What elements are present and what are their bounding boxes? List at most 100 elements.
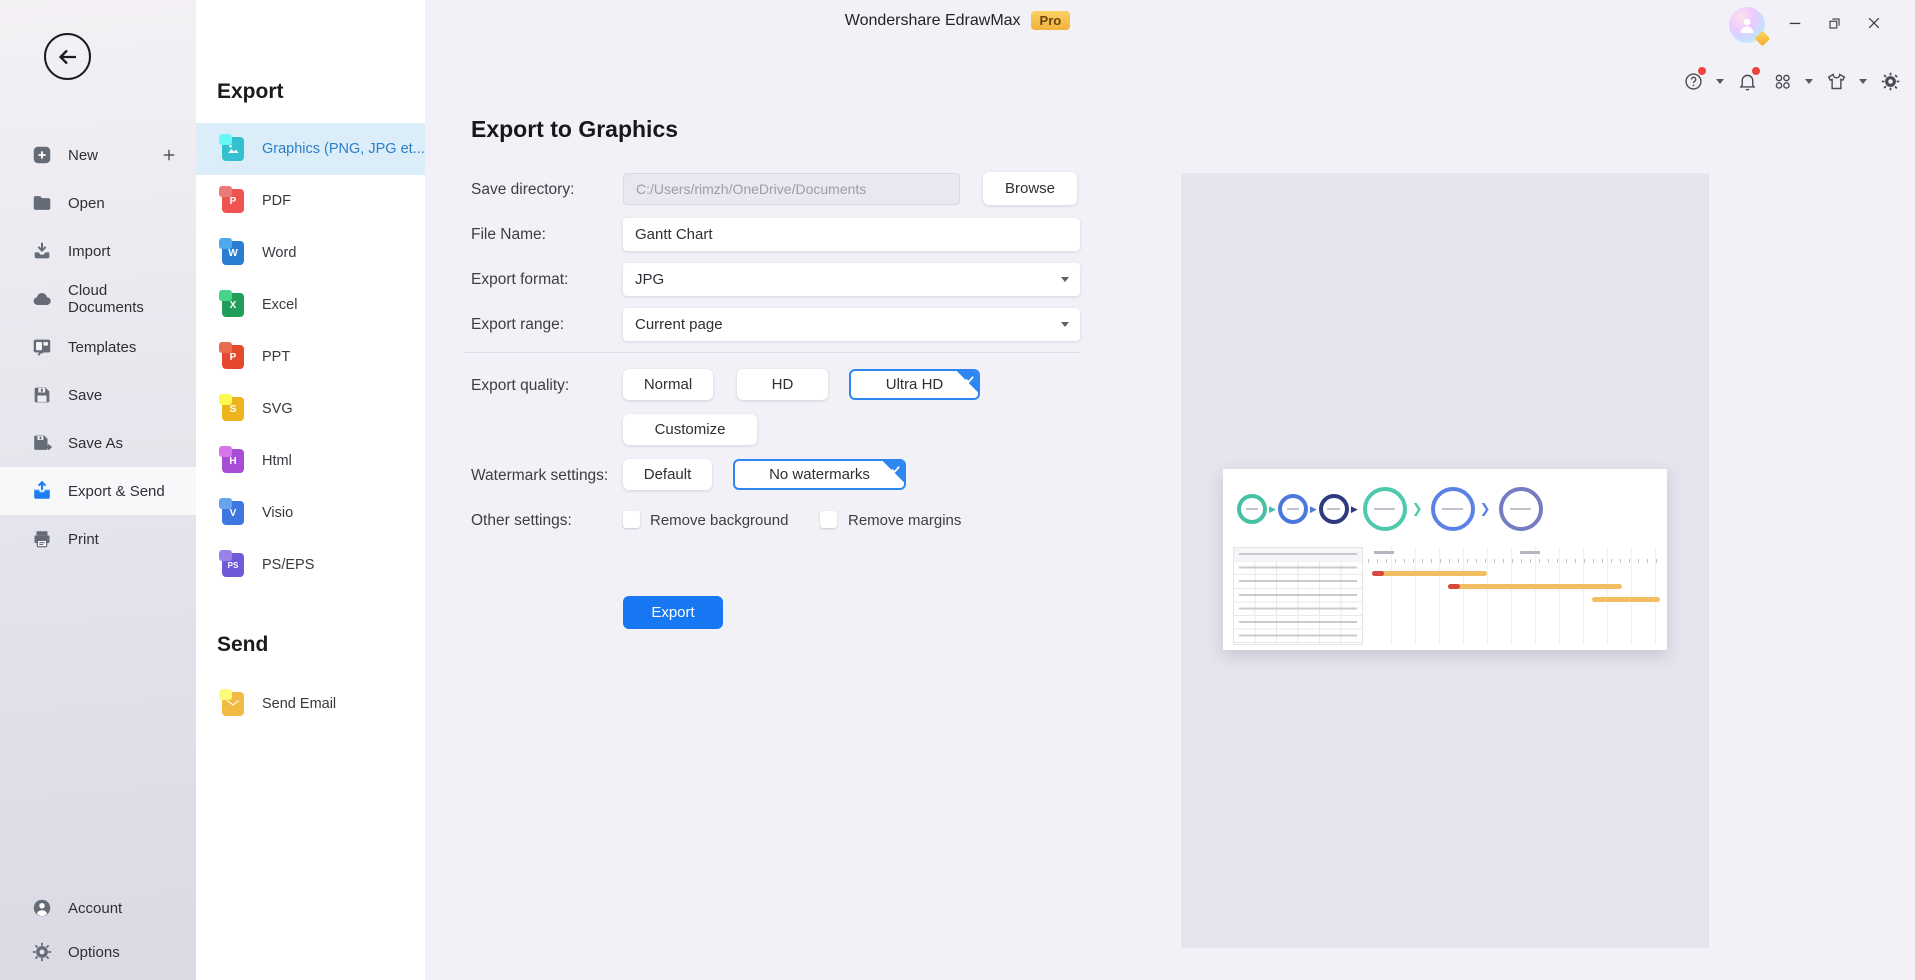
envelope-icon: [226, 699, 240, 709]
quality-normal-button[interactable]: Normal: [623, 369, 713, 400]
export-format-value: JPG: [635, 271, 665, 288]
save-directory-label: Save directory:: [471, 181, 575, 198]
gantt-bar-marker: [1448, 584, 1460, 589]
format-item-graphics[interactable]: Graphics (PNG, JPG et...: [196, 123, 425, 175]
sidebar-item-options[interactable]: Options: [0, 930, 196, 974]
theme-caret-icon[interactable]: [1859, 78, 1867, 84]
sidebar-item-account[interactable]: Account: [0, 886, 196, 930]
pro-badge: Pro: [1030, 11, 1071, 30]
gantt-bar-marker: [1372, 571, 1384, 576]
import-icon: [34, 242, 50, 259]
restore-icon: [1828, 17, 1840, 29]
settings-button[interactable]: [1877, 68, 1903, 94]
user-avatar[interactable]: [1729, 7, 1771, 47]
apps-button[interactable]: [1769, 68, 1795, 94]
format-item-word[interactable]: W Word: [196, 227, 425, 279]
help-icon: [1684, 72, 1702, 90]
sidebar-item-label: Export & Send: [68, 482, 165, 500]
sidebar-item-label: Save As: [68, 434, 124, 452]
gantt-table-text-rows: [1239, 553, 1357, 641]
sidebar-item-import[interactable]: Import: [0, 227, 196, 275]
format-item-label: Word: [262, 245, 297, 261]
help-notification-dot: [1698, 67, 1706, 75]
printer-icon: [34, 531, 50, 548]
export-quality-label: Export quality:: [471, 377, 570, 394]
gear-icon: [1881, 72, 1899, 90]
notifications-button[interactable]: [1734, 67, 1760, 94]
back-button[interactable]: [44, 33, 91, 80]
email-envelope-icon: [222, 692, 244, 716]
export-format-label: Export format:: [471, 271, 569, 288]
help-caret-icon[interactable]: [1716, 78, 1724, 84]
window-title: Wondershare EdrawMax: [844, 11, 1021, 29]
file-icon-letter: X: [229, 299, 237, 311]
new-document-icon: [33, 146, 51, 164]
sidebar-item-save-as[interactable]: Save As: [0, 419, 196, 467]
format-item-svg[interactable]: S SVG: [196, 383, 425, 435]
browse-button[interactable]: Browse: [983, 172, 1077, 205]
quality-hd-button[interactable]: HD: [737, 369, 828, 400]
gantt-bar: [1592, 597, 1660, 602]
format-item-ppt[interactable]: P PPT: [196, 331, 425, 383]
apps-caret-icon[interactable]: [1805, 78, 1813, 84]
sidebar-item-label: Print: [68, 530, 99, 548]
export-format-list: Graphics (PNG, JPG et... P PDF W Word X …: [196, 123, 425, 591]
sidebar-item-label: Account: [68, 899, 123, 917]
watermark-none-button[interactable]: No watermarks: [733, 459, 906, 490]
export-send-icon: [34, 480, 50, 499]
export-button[interactable]: Export: [623, 596, 723, 629]
format-item-visio[interactable]: V Visio: [196, 487, 425, 539]
document-preview-thumbnail: ▶ ▶ ▶ ❯ ❯: [1223, 469, 1667, 650]
theme-button[interactable]: [1823, 68, 1849, 94]
sidebar-bottom: Account Options: [0, 886, 196, 974]
export-format-select[interactable]: JPG: [623, 263, 1080, 296]
minimize-button[interactable]: [1781, 10, 1809, 36]
sidebar-nav: New Open Import: [0, 131, 196, 563]
excel-file-icon: X: [222, 293, 244, 317]
format-item-pdf[interactable]: P PDF: [196, 175, 425, 227]
format-item-label: Excel: [262, 297, 298, 313]
chain-arrow-icon: ❯: [1479, 501, 1491, 516]
format-item-html[interactable]: H Html: [196, 435, 425, 487]
sidebar-item-export-send[interactable]: Export & Send: [0, 467, 196, 515]
gantt-axis-ticks: [1368, 559, 1660, 563]
sidebar-item-cloud-documents[interactable]: Cloud Documents: [0, 275, 196, 323]
file-icon-letter: V: [229, 507, 237, 519]
html-file-icon: H: [222, 449, 244, 473]
file-icon-letter: PS: [227, 560, 239, 570]
plus-icon[interactable]: [158, 146, 180, 164]
sidebar-item-templates[interactable]: Templates: [0, 323, 196, 371]
close-button[interactable]: [1860, 10, 1888, 36]
remove-margins-checkbox[interactable]: [820, 511, 837, 528]
watermark-default-button[interactable]: Default: [623, 459, 712, 490]
quality-ultra-hd-button[interactable]: Ultra HD: [849, 369, 980, 400]
maximize-button[interactable]: [1820, 10, 1848, 36]
export-range-select[interactable]: Current page: [623, 308, 1080, 341]
chain-arrow-icon: ▶: [1350, 503, 1358, 514]
help-button[interactable]: [1680, 67, 1706, 94]
apps-grid-icon: [1775, 74, 1790, 89]
chevron-down-icon: [1061, 277, 1069, 282]
quality-customize-button[interactable]: Customize: [623, 414, 757, 445]
person-icon: [1740, 18, 1754, 33]
format-item-ps-eps[interactable]: PS PS/EPS: [196, 539, 425, 591]
format-item-label: Html: [262, 453, 292, 469]
folder-icon: [33, 196, 51, 210]
gantt-bar: [1448, 584, 1622, 589]
export-heading: Export: [217, 80, 284, 103]
remove-background-checkbox[interactable]: [623, 511, 640, 528]
sidebar-item-new[interactable]: New: [0, 131, 196, 179]
process-circle: [1362, 487, 1407, 531]
format-item-excel[interactable]: X Excel: [196, 279, 425, 331]
file-name-input[interactable]: Gantt Chart: [623, 218, 1080, 251]
send-item-label: Send Email: [262, 696, 337, 712]
sidebar-item-print[interactable]: Print: [0, 515, 196, 563]
sidebar-item-save[interactable]: Save: [0, 371, 196, 419]
send-email-item[interactable]: Send Email: [196, 678, 425, 730]
export-format-panel: Export Graphics (PNG, JPG et... P PDF W …: [196, 0, 425, 980]
chain-arrow-icon: ▶: [1309, 503, 1317, 514]
graphics-file-icon: [222, 137, 244, 161]
sidebar-item-open[interactable]: Open: [0, 179, 196, 227]
save-directory-field[interactable]: C:/Users/rimzh/OneDrive/Documents: [623, 173, 960, 205]
